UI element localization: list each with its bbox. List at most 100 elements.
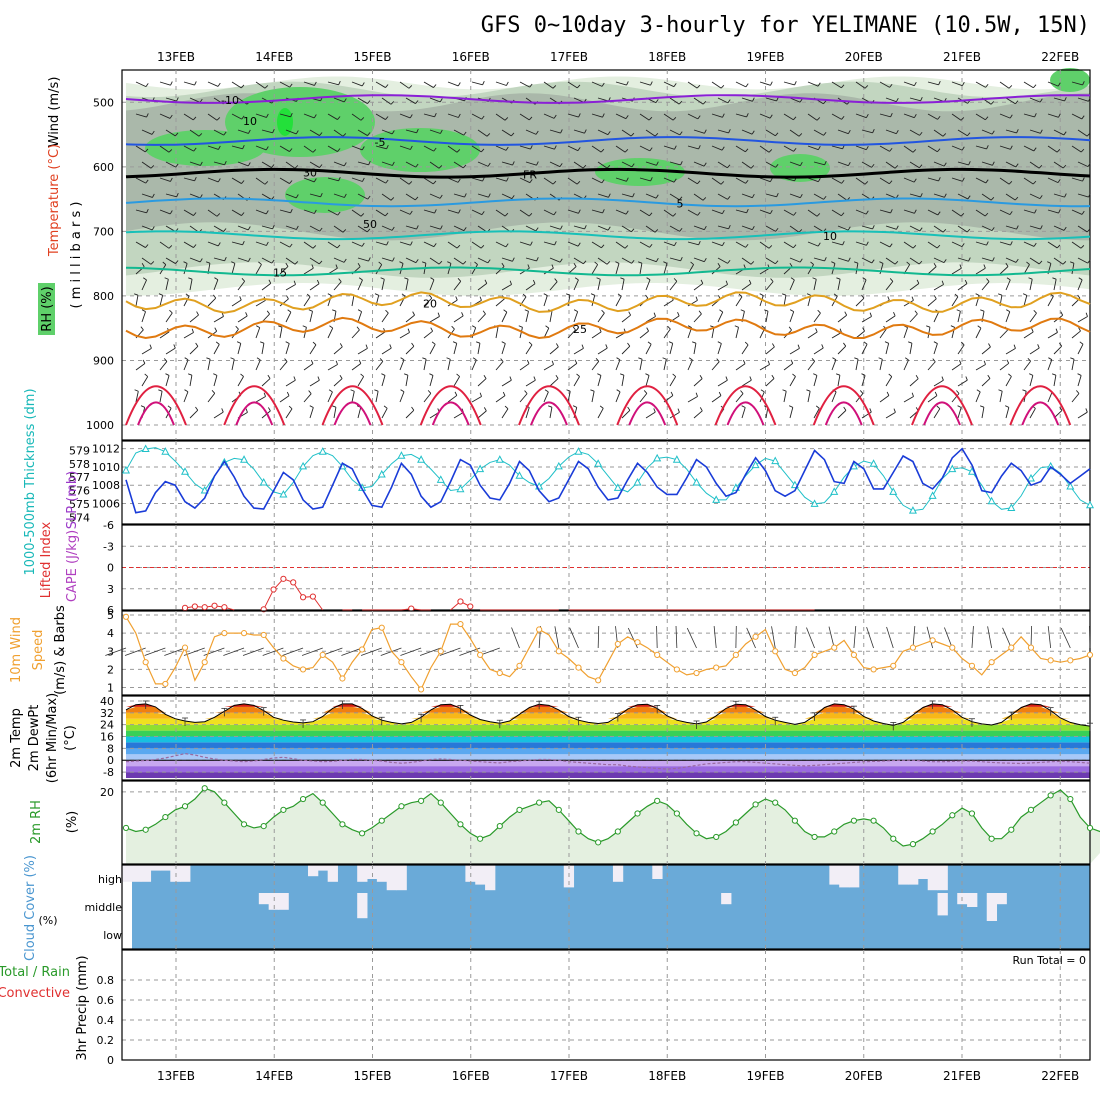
wind-barb xyxy=(543,145,555,150)
wind-barb xyxy=(495,241,507,248)
wind-barb-flag xyxy=(847,226,851,231)
wind-barb xyxy=(861,161,872,168)
wind-barb-flag xyxy=(447,261,452,264)
wind-barb xyxy=(189,257,201,263)
wind-barb xyxy=(759,177,771,183)
wind-barb xyxy=(135,241,146,248)
wind-barb xyxy=(1005,407,1010,419)
wind-barb xyxy=(495,298,505,307)
wind-barb-flag xyxy=(770,81,773,86)
wind-barb-flag xyxy=(913,178,917,183)
wind-barb-flag xyxy=(602,113,605,118)
wind-barb xyxy=(255,81,266,89)
wind-barb xyxy=(1047,177,1059,184)
wind-barb-flag xyxy=(926,325,931,328)
wind-barb xyxy=(255,300,266,307)
wind-barb xyxy=(237,343,242,355)
wind-barb-flag xyxy=(456,373,460,377)
wind-barb xyxy=(351,295,355,307)
wind-barb xyxy=(741,225,753,231)
wind-barb xyxy=(957,283,968,291)
wind-barb-flag xyxy=(337,116,341,120)
rh2m-point xyxy=(201,785,208,792)
wind-barb-flag xyxy=(241,180,245,184)
wind-barb xyxy=(813,312,821,323)
rh2m-point xyxy=(772,799,779,806)
wind-barb-flag xyxy=(464,193,467,198)
temp-band xyxy=(126,772,1090,778)
wind-barb xyxy=(1029,193,1041,200)
temp-band xyxy=(126,706,1090,713)
wind-barb xyxy=(381,375,386,387)
wind-barb xyxy=(765,378,775,387)
wind-barb xyxy=(549,378,559,387)
wind-barb xyxy=(909,129,920,136)
cloud-clear-cell xyxy=(967,893,978,907)
wind-barb-flag xyxy=(170,177,173,182)
wind-barb xyxy=(477,410,487,419)
wind-barb-flag xyxy=(576,180,581,185)
wind-barb xyxy=(621,279,625,291)
wind-barb xyxy=(687,241,699,246)
wind-barb xyxy=(999,329,1008,339)
wind-barb-flag xyxy=(195,406,199,411)
wind-barb xyxy=(597,408,604,419)
rh2m-point xyxy=(260,823,267,830)
wind-barb xyxy=(813,279,817,291)
wind-barb-flag xyxy=(772,343,775,348)
wind-barb-flag xyxy=(512,257,515,262)
thickness-point xyxy=(397,451,406,459)
wind-barb xyxy=(861,316,872,323)
wind-barb-flag xyxy=(1077,373,1082,376)
wind-barb xyxy=(957,407,962,419)
wind-barb-flag xyxy=(889,180,893,185)
wind-barb xyxy=(879,263,884,275)
wind-barb xyxy=(981,129,993,135)
wind-barb-flag xyxy=(152,193,155,198)
wind-barb xyxy=(831,241,843,246)
wind-barb xyxy=(663,241,675,247)
wind-barb xyxy=(1077,375,1082,387)
wind-barb-flag xyxy=(624,148,629,153)
wind-barb-flag xyxy=(414,196,419,201)
wind-barb-flag xyxy=(151,226,155,231)
wind-barb xyxy=(477,129,488,137)
wind-barb-flag xyxy=(743,264,746,269)
wind-barb-flag xyxy=(662,357,667,360)
wind-barb xyxy=(405,193,416,201)
wind-barb-flag xyxy=(196,311,199,316)
wind-barb xyxy=(351,391,355,403)
cloud-clear-cell xyxy=(121,865,132,882)
wind-barb-flag xyxy=(187,373,193,376)
wind-barb xyxy=(591,145,602,153)
wind-barb xyxy=(813,257,825,262)
wind-barb-flag xyxy=(554,278,558,282)
wind-barb-flag xyxy=(620,277,625,280)
wind10-point xyxy=(949,644,956,651)
wind-barb-flag xyxy=(605,344,608,349)
wind-barb-flag xyxy=(887,296,890,301)
wind-barb xyxy=(495,266,505,275)
wind-barb-flag xyxy=(150,261,155,265)
rh2m-point xyxy=(339,821,346,828)
wind-barb-flag xyxy=(919,164,923,169)
wind-barb xyxy=(717,97,729,104)
wind-barb xyxy=(573,129,585,134)
wind-barb-flag xyxy=(146,113,149,118)
wind-barb-flag xyxy=(794,81,797,86)
wind-barb-flag xyxy=(169,114,173,119)
wind-barb-flag xyxy=(577,242,581,247)
wind-barb-flag xyxy=(429,294,433,299)
wind-barb-flag xyxy=(865,146,869,150)
wind-barb xyxy=(927,241,938,249)
wind-barb xyxy=(807,391,811,403)
temp-ytick: 8 xyxy=(107,742,114,755)
thickness-point xyxy=(751,460,760,469)
temp-ytick: 16 xyxy=(100,731,114,744)
wind-barb-flag xyxy=(240,373,244,377)
wind-barb xyxy=(741,379,752,387)
wind-barb-flag xyxy=(1006,277,1011,281)
wind-barb-flag xyxy=(721,242,725,246)
